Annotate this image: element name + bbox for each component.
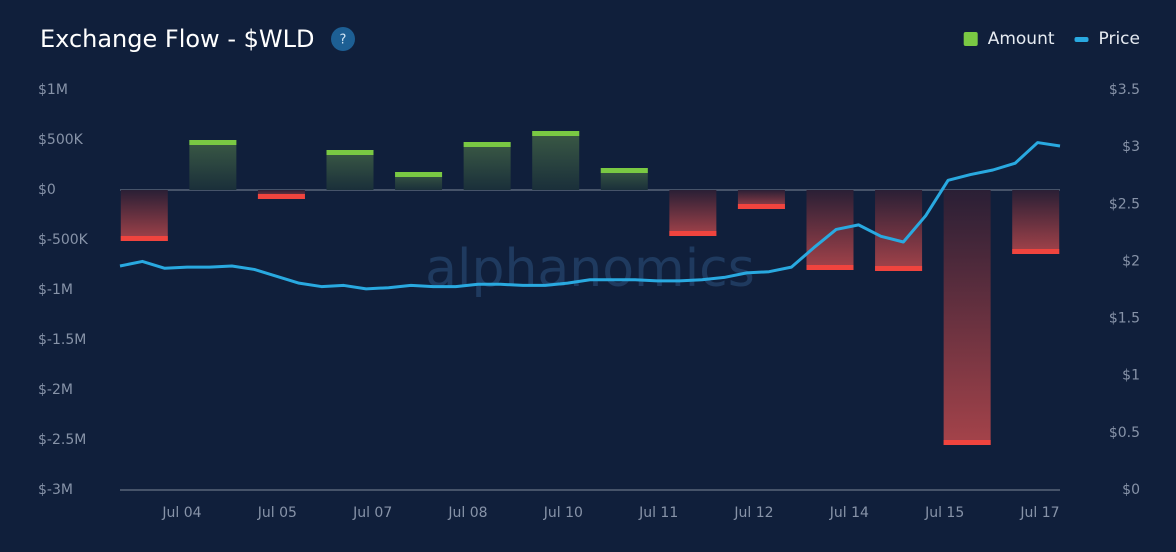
bar bbox=[532, 131, 580, 190]
bar-cap bbox=[806, 265, 854, 270]
bar-cap bbox=[189, 140, 237, 145]
bar bbox=[120, 190, 168, 241]
y-tick-label: $-1.5M bbox=[38, 332, 86, 348]
bar bbox=[1012, 190, 1060, 254]
y2-tick-label: $1 bbox=[1122, 368, 1140, 384]
bar bbox=[943, 190, 991, 445]
legend-label[interactable]: Amount bbox=[988, 29, 1055, 49]
y-tick-label: $500K bbox=[38, 132, 84, 148]
y2-tick-label: $2 bbox=[1122, 253, 1140, 269]
bar-cap bbox=[463, 142, 511, 147]
bar-cap bbox=[943, 440, 991, 445]
x-tick-label: Jul 10 bbox=[543, 505, 583, 521]
help-icon-text[interactable]: ? bbox=[340, 33, 347, 48]
y-tick-label: $-3M bbox=[38, 482, 73, 498]
bar bbox=[806, 190, 854, 270]
bar-cap bbox=[600, 168, 648, 173]
y2-tick-label: $3 bbox=[1122, 139, 1140, 155]
bar bbox=[326, 150, 374, 190]
y2-tick-label: $3.5 bbox=[1109, 82, 1140, 98]
watermark: alphanomics bbox=[425, 239, 755, 299]
bar-cap bbox=[737, 204, 785, 209]
legend-label[interactable]: Price bbox=[1099, 29, 1140, 49]
y-tick-label: $-2M bbox=[38, 382, 73, 398]
x-tick-label: Jul 17 bbox=[1019, 505, 1059, 521]
bar-cap bbox=[532, 131, 580, 136]
x-tick-label: Jul 04 bbox=[161, 505, 201, 521]
bar-cap bbox=[1012, 249, 1060, 254]
y2-tick-label: $2.5 bbox=[1109, 196, 1140, 212]
bar-cap bbox=[395, 172, 443, 177]
legend-swatch[interactable] bbox=[1074, 37, 1089, 42]
y2-tick-label: $0.5 bbox=[1109, 425, 1140, 441]
bar bbox=[600, 168, 648, 190]
y-tick-label: $1M bbox=[38, 82, 68, 98]
x-tick-label: Jul 08 bbox=[447, 505, 487, 521]
bar bbox=[189, 140, 237, 190]
bar-cap bbox=[120, 236, 168, 241]
bar bbox=[463, 142, 511, 190]
x-tick-label: Jul 14 bbox=[829, 505, 869, 521]
price-line bbox=[119, 141, 1061, 291]
bar-cap bbox=[257, 194, 305, 199]
bar-cap bbox=[875, 266, 923, 271]
y-tick-label: $0 bbox=[38, 182, 56, 198]
x-tick-label: Jul 15 bbox=[924, 505, 964, 521]
x-tick-label: Jul 12 bbox=[733, 505, 773, 521]
x-tick-label: Jul 07 bbox=[352, 505, 392, 521]
chart-title: Exchange Flow - $WLD bbox=[40, 25, 314, 53]
y-tick-label: $-2.5M bbox=[38, 432, 86, 448]
y2-tick-label: $1.5 bbox=[1109, 311, 1140, 327]
y-tick-label: $-500K bbox=[38, 232, 89, 248]
legend-swatch[interactable] bbox=[963, 32, 978, 46]
x-tick-label: Jul 05 bbox=[257, 505, 297, 521]
x-tick-label: Jul 11 bbox=[638, 505, 678, 521]
bar bbox=[669, 190, 717, 236]
y-tick-label: $-1M bbox=[38, 282, 73, 298]
y2-tick-label: $0 bbox=[1122, 482, 1140, 498]
bar-cap bbox=[669, 231, 717, 236]
bar-cap bbox=[326, 150, 374, 155]
help-icon[interactable] bbox=[331, 27, 355, 51]
